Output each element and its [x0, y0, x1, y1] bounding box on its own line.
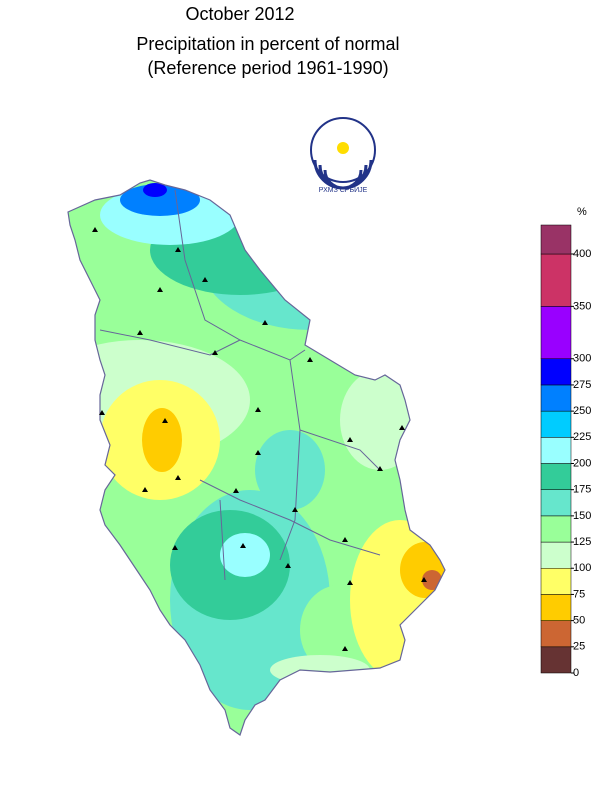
rivers	[99, 189, 381, 581]
legend-tick-label: 200	[573, 457, 591, 469]
legend-tick-label: 250	[573, 405, 591, 417]
legend-tick-label: 100	[573, 562, 591, 574]
legend-tick-label: 175	[573, 484, 591, 496]
legend-tick-label: 0	[573, 667, 579, 679]
legend-tick-label: 225	[573, 431, 591, 443]
title-sub: (Reference period 1961-1990)	[147, 58, 388, 78]
legend-bin	[540, 224, 572, 255]
legend-tick-label: 25	[573, 641, 585, 653]
legend-bin	[540, 541, 572, 569]
legend-bin	[540, 568, 572, 595]
legend-tick-label: 150	[573, 510, 591, 522]
title-main: Precipitation in percent of normal	[136, 34, 399, 54]
legend-bin	[540, 515, 572, 543]
legend-tick-label: 400	[573, 248, 591, 260]
legend-bin	[540, 384, 572, 412]
logo: РХМЗ СРБИЈЕ	[310, 117, 376, 194]
legend-tick-label: 75	[573, 588, 585, 600]
legend-tick-label: 275	[573, 379, 591, 391]
legend-bin	[540, 489, 572, 517]
legend-bin	[540, 594, 572, 621]
legend: 0 25 50 75 100 125 150 175 200 225 250 275 300 350 400	[540, 224, 591, 679]
legend-tick-label: 125	[573, 536, 591, 548]
legend-bin	[540, 410, 572, 438]
logo-caption: РХМЗ СРБИЈЕ	[319, 187, 368, 194]
legend-tick-label: 350	[573, 300, 591, 312]
legend-bin	[540, 306, 572, 359]
legend-bin	[540, 253, 572, 307]
legend-bin	[540, 463, 572, 490]
title-date: October 2012	[185, 4, 294, 24]
legend-unit: %	[577, 206, 587, 218]
legend-tick-label: 300	[573, 353, 591, 365]
legend-tick-label: 50	[573, 615, 585, 627]
legend-bin	[540, 437, 572, 464]
legend-bin	[540, 358, 572, 386]
legend-bin	[540, 620, 572, 648]
legend-bin	[540, 646, 572, 674]
